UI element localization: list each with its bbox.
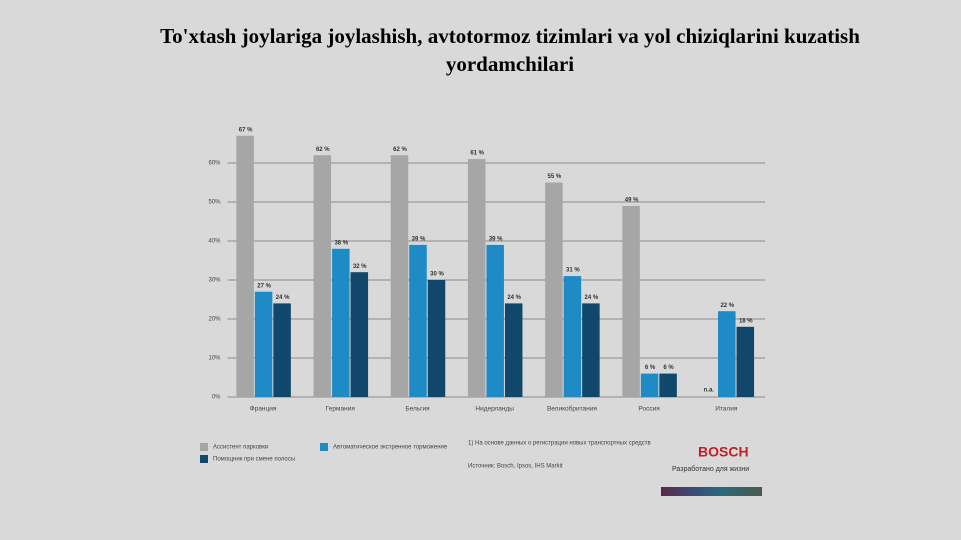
slogan: Разработано для жизни xyxy=(672,465,749,473)
bar xyxy=(582,303,600,397)
value-label: 6 % xyxy=(645,365,656,371)
chart-title: To'xtash joylariga joylashish, avtotormo… xyxy=(160,24,860,76)
value-label: 55 % xyxy=(548,174,562,180)
x-tick-label: Нидерланды xyxy=(475,406,514,413)
legend-swatch xyxy=(320,443,328,451)
logo: BOSCH xyxy=(698,444,749,460)
value-label: 24 % xyxy=(507,295,521,301)
bar xyxy=(390,155,409,397)
value-label: 24 % xyxy=(276,295,290,301)
bar xyxy=(563,276,582,397)
bar xyxy=(640,373,659,397)
y-tick-label: 0% xyxy=(212,395,221,401)
value-label: 62 % xyxy=(393,147,407,153)
value-label: 39 % xyxy=(412,236,426,242)
bar xyxy=(718,311,736,397)
value-label: 62 % xyxy=(316,147,330,153)
brand-strip xyxy=(661,487,762,496)
y-tick-label: 50% xyxy=(208,200,221,206)
bar xyxy=(273,303,291,397)
bar xyxy=(350,272,369,397)
bar xyxy=(622,205,640,397)
bar xyxy=(659,373,677,397)
value-label: 6 % xyxy=(663,365,674,371)
bar xyxy=(545,182,563,397)
footnote: 1) На основе данных о регистрации новых … xyxy=(468,441,651,447)
legend-swatch xyxy=(200,455,208,463)
y-tick-label: 30% xyxy=(208,278,221,284)
value-label: 24 % xyxy=(585,295,599,301)
value-label: 49 % xyxy=(625,197,639,203)
bar xyxy=(236,135,254,397)
bar xyxy=(409,244,427,397)
value-label: 22 % xyxy=(720,303,734,309)
value-label: 30 % xyxy=(430,272,444,278)
bar xyxy=(486,244,504,397)
value-label: 39 % xyxy=(489,236,503,242)
source: Источник: Bosch, Ipsos, IHS Markit xyxy=(468,464,563,470)
bar xyxy=(332,248,350,397)
value-label: 27 % xyxy=(257,283,271,289)
value-label: 61 % xyxy=(470,151,484,157)
x-tick-label: Италия xyxy=(715,406,738,413)
y-tick-label: 20% xyxy=(208,317,221,323)
bar xyxy=(254,291,273,397)
x-tick-label: Франция xyxy=(250,406,277,413)
y-tick-label: 10% xyxy=(208,356,221,362)
value-label: 32 % xyxy=(353,264,367,270)
x-tick-label: Россия xyxy=(638,406,660,413)
value-label: 18 % xyxy=(739,318,753,324)
value-label: 67 % xyxy=(239,127,253,133)
bar xyxy=(313,155,332,397)
value-label: 31 % xyxy=(566,268,580,274)
y-tick-label: 60% xyxy=(208,161,221,167)
x-tick-label: Великобритания xyxy=(547,405,597,413)
bar xyxy=(427,280,446,397)
value-label: n.a. xyxy=(704,388,715,394)
legend-label: Помощник при смене полосы xyxy=(213,457,295,463)
x-tick-label: Бельгия xyxy=(405,406,430,413)
bar xyxy=(467,159,486,397)
value-label: 38 % xyxy=(334,240,348,246)
y-tick-label: 40% xyxy=(208,239,221,245)
x-tick-label: Германия xyxy=(326,406,356,413)
bar xyxy=(504,303,523,397)
bar xyxy=(736,326,755,397)
legend-label: Автоматическое экстренное торможение xyxy=(333,445,448,451)
legend-swatch xyxy=(200,443,208,451)
legend-label: Ассистент парковки xyxy=(213,445,268,451)
